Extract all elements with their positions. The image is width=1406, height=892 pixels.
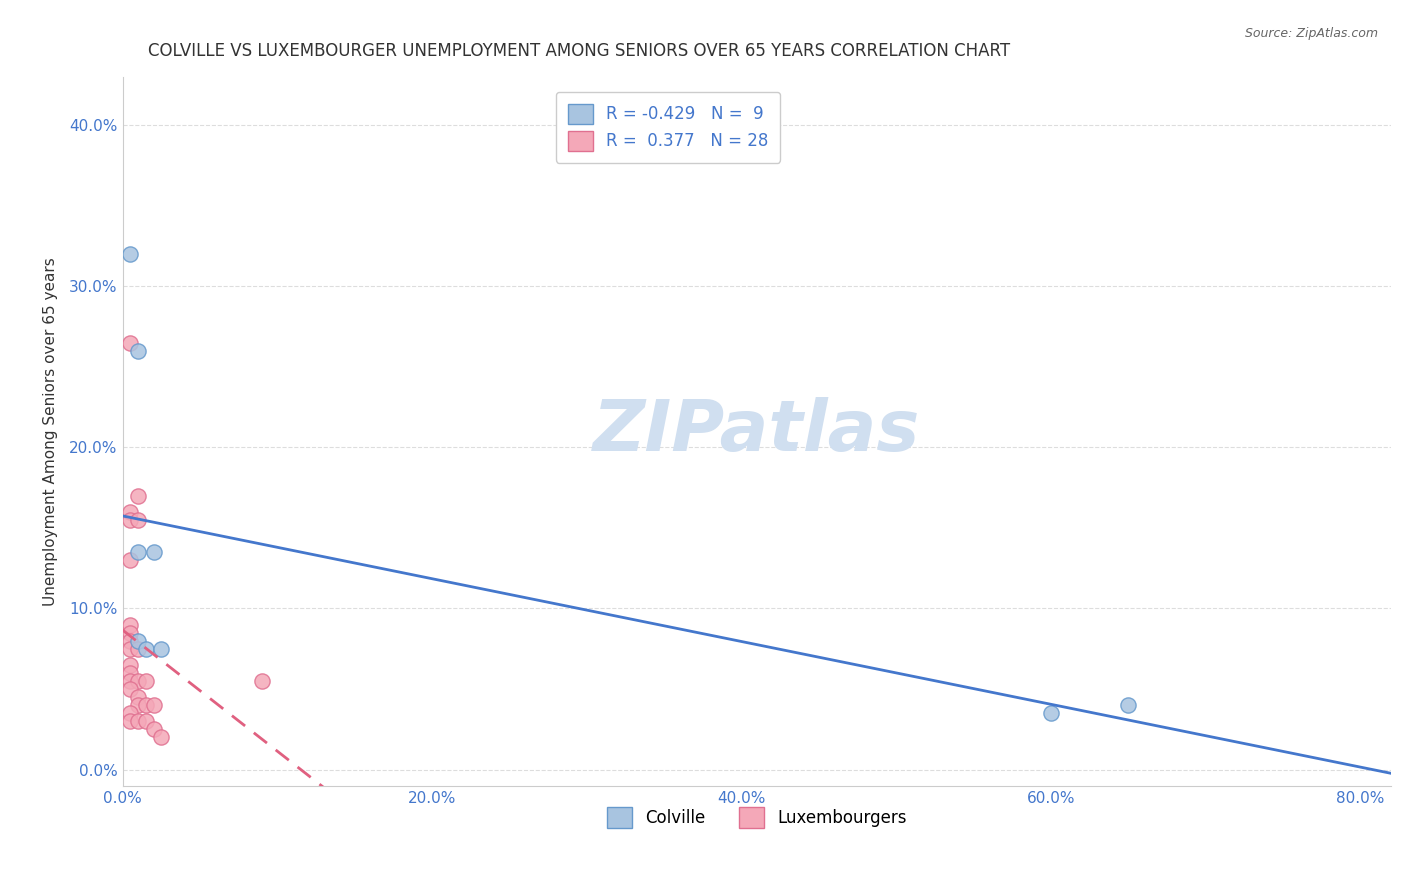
Point	[127, 673, 149, 688]
Point	[250, 673, 273, 688]
Point	[135, 641, 157, 656]
Legend: Colville, Luxembourgers: Colville, Luxembourgers	[600, 800, 914, 834]
Point	[120, 657, 142, 672]
Point	[120, 505, 142, 519]
Point	[120, 247, 142, 261]
Point	[127, 690, 149, 705]
Point	[120, 714, 142, 729]
Point	[127, 513, 149, 527]
Point	[135, 714, 157, 729]
Point	[127, 641, 149, 656]
Point	[127, 489, 149, 503]
Point	[127, 343, 149, 358]
Point	[142, 723, 165, 737]
Point	[142, 545, 165, 559]
Point	[127, 714, 149, 729]
Text: ZIPatlas: ZIPatlas	[593, 397, 921, 466]
Point	[142, 698, 165, 713]
Point	[120, 553, 142, 567]
Point	[120, 513, 142, 527]
Point	[150, 641, 173, 656]
Point	[135, 673, 157, 688]
Point	[120, 335, 142, 350]
Point	[120, 625, 142, 640]
Point	[1039, 706, 1062, 721]
Point	[120, 665, 142, 680]
Point	[120, 706, 142, 721]
Point	[120, 633, 142, 648]
Point	[120, 641, 142, 656]
Point	[120, 673, 142, 688]
Point	[1116, 698, 1139, 713]
Point	[127, 633, 149, 648]
Point	[150, 731, 173, 745]
Text: Source: ZipAtlas.com: Source: ZipAtlas.com	[1244, 27, 1378, 40]
Point	[127, 545, 149, 559]
Point	[120, 682, 142, 697]
Point	[135, 698, 157, 713]
Point	[120, 617, 142, 632]
Point	[127, 698, 149, 713]
Text: COLVILLE VS LUXEMBOURGER UNEMPLOYMENT AMONG SENIORS OVER 65 YEARS CORRELATION CH: COLVILLE VS LUXEMBOURGER UNEMPLOYMENT AM…	[148, 42, 1010, 60]
Y-axis label: Unemployment Among Seniors over 65 years: Unemployment Among Seniors over 65 years	[44, 257, 58, 606]
